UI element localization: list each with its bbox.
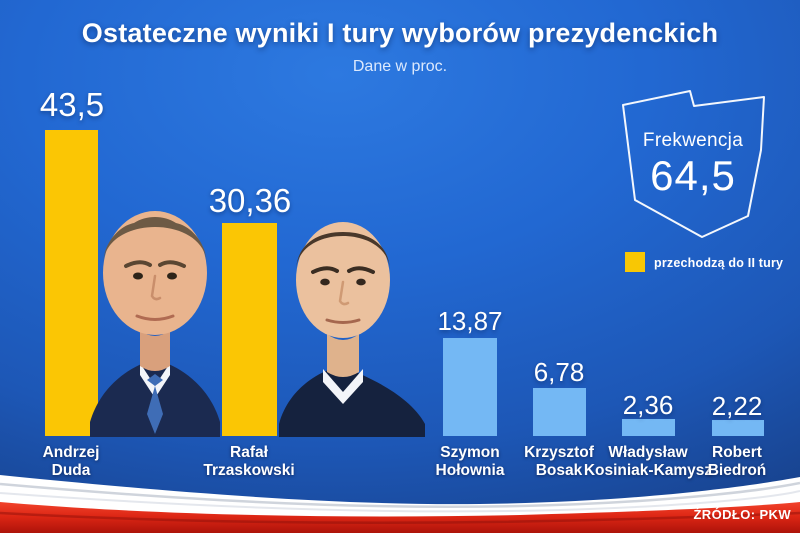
bar-trzaskowski: [222, 223, 277, 436]
source-label: ŹRÓDŁO: PKW: [693, 507, 791, 522]
first-name: Władysław: [608, 444, 688, 461]
last-name: Trzaskowski: [203, 462, 295, 479]
value-label-bosak: 6,78: [533, 357, 585, 387]
last-name: Duda: [51, 462, 91, 479]
flag-wave-footer: [0, 475, 800, 533]
first-name: Krzysztof: [524, 444, 594, 461]
name-label-biedron: Robert Biedroń: [672, 444, 800, 480]
candidate-photo-duda: [90, 211, 220, 437]
page-title: Ostateczne wyniki I tury wyborów prezyde…: [81, 18, 719, 48]
name-label-bosak: Krzysztof Bosak: [494, 444, 624, 480]
first-name: Rafał: [230, 444, 268, 461]
name-label-duda: Andrzej Duda: [6, 444, 136, 480]
legend-color-swatch: [625, 252, 645, 272]
value-label-trzaskowski: 30,36: [208, 182, 292, 219]
poland-map-outline-icon: [622, 90, 765, 238]
first-name: Szymon: [440, 444, 500, 461]
first-name: Andrzej: [42, 444, 100, 461]
bar-holownia: [443, 338, 497, 436]
name-label-holownia: Szymon Hołownia: [405, 444, 535, 480]
legend-label: przechodzą do II tury: [654, 256, 784, 270]
last-name: Bosak: [535, 462, 583, 479]
bar-bosak: [533, 388, 586, 436]
candidate-photo-trzaskowski: [279, 222, 425, 437]
bar-biedron: [712, 420, 764, 436]
first-name: Robert: [712, 444, 762, 461]
turnout-label: Frekwencja: [642, 130, 744, 151]
last-name: Hołownia: [435, 462, 505, 479]
value-label-biedron: 2,22: [711, 391, 763, 421]
last-name: Biedroń: [707, 462, 767, 479]
turnout-value: 64,5: [650, 152, 736, 199]
value-label-kosiniak-kamysz: 2,36: [622, 390, 674, 420]
name-label-trzaskowski: Rafał Trzaskowski: [184, 444, 314, 480]
last-name: Kosiniak-Kamysz: [583, 462, 713, 479]
name-label-kosiniak-kamysz: Władysław Kosiniak-Kamysz: [583, 444, 713, 480]
value-label-duda: 43,5: [39, 86, 105, 123]
bar-duda: [45, 130, 98, 436]
bar-kosiniak-kamysz: [622, 419, 675, 436]
page-subtitle: Dane w proc.: [352, 58, 448, 75]
value-label-holownia: 13,87: [437, 306, 503, 336]
